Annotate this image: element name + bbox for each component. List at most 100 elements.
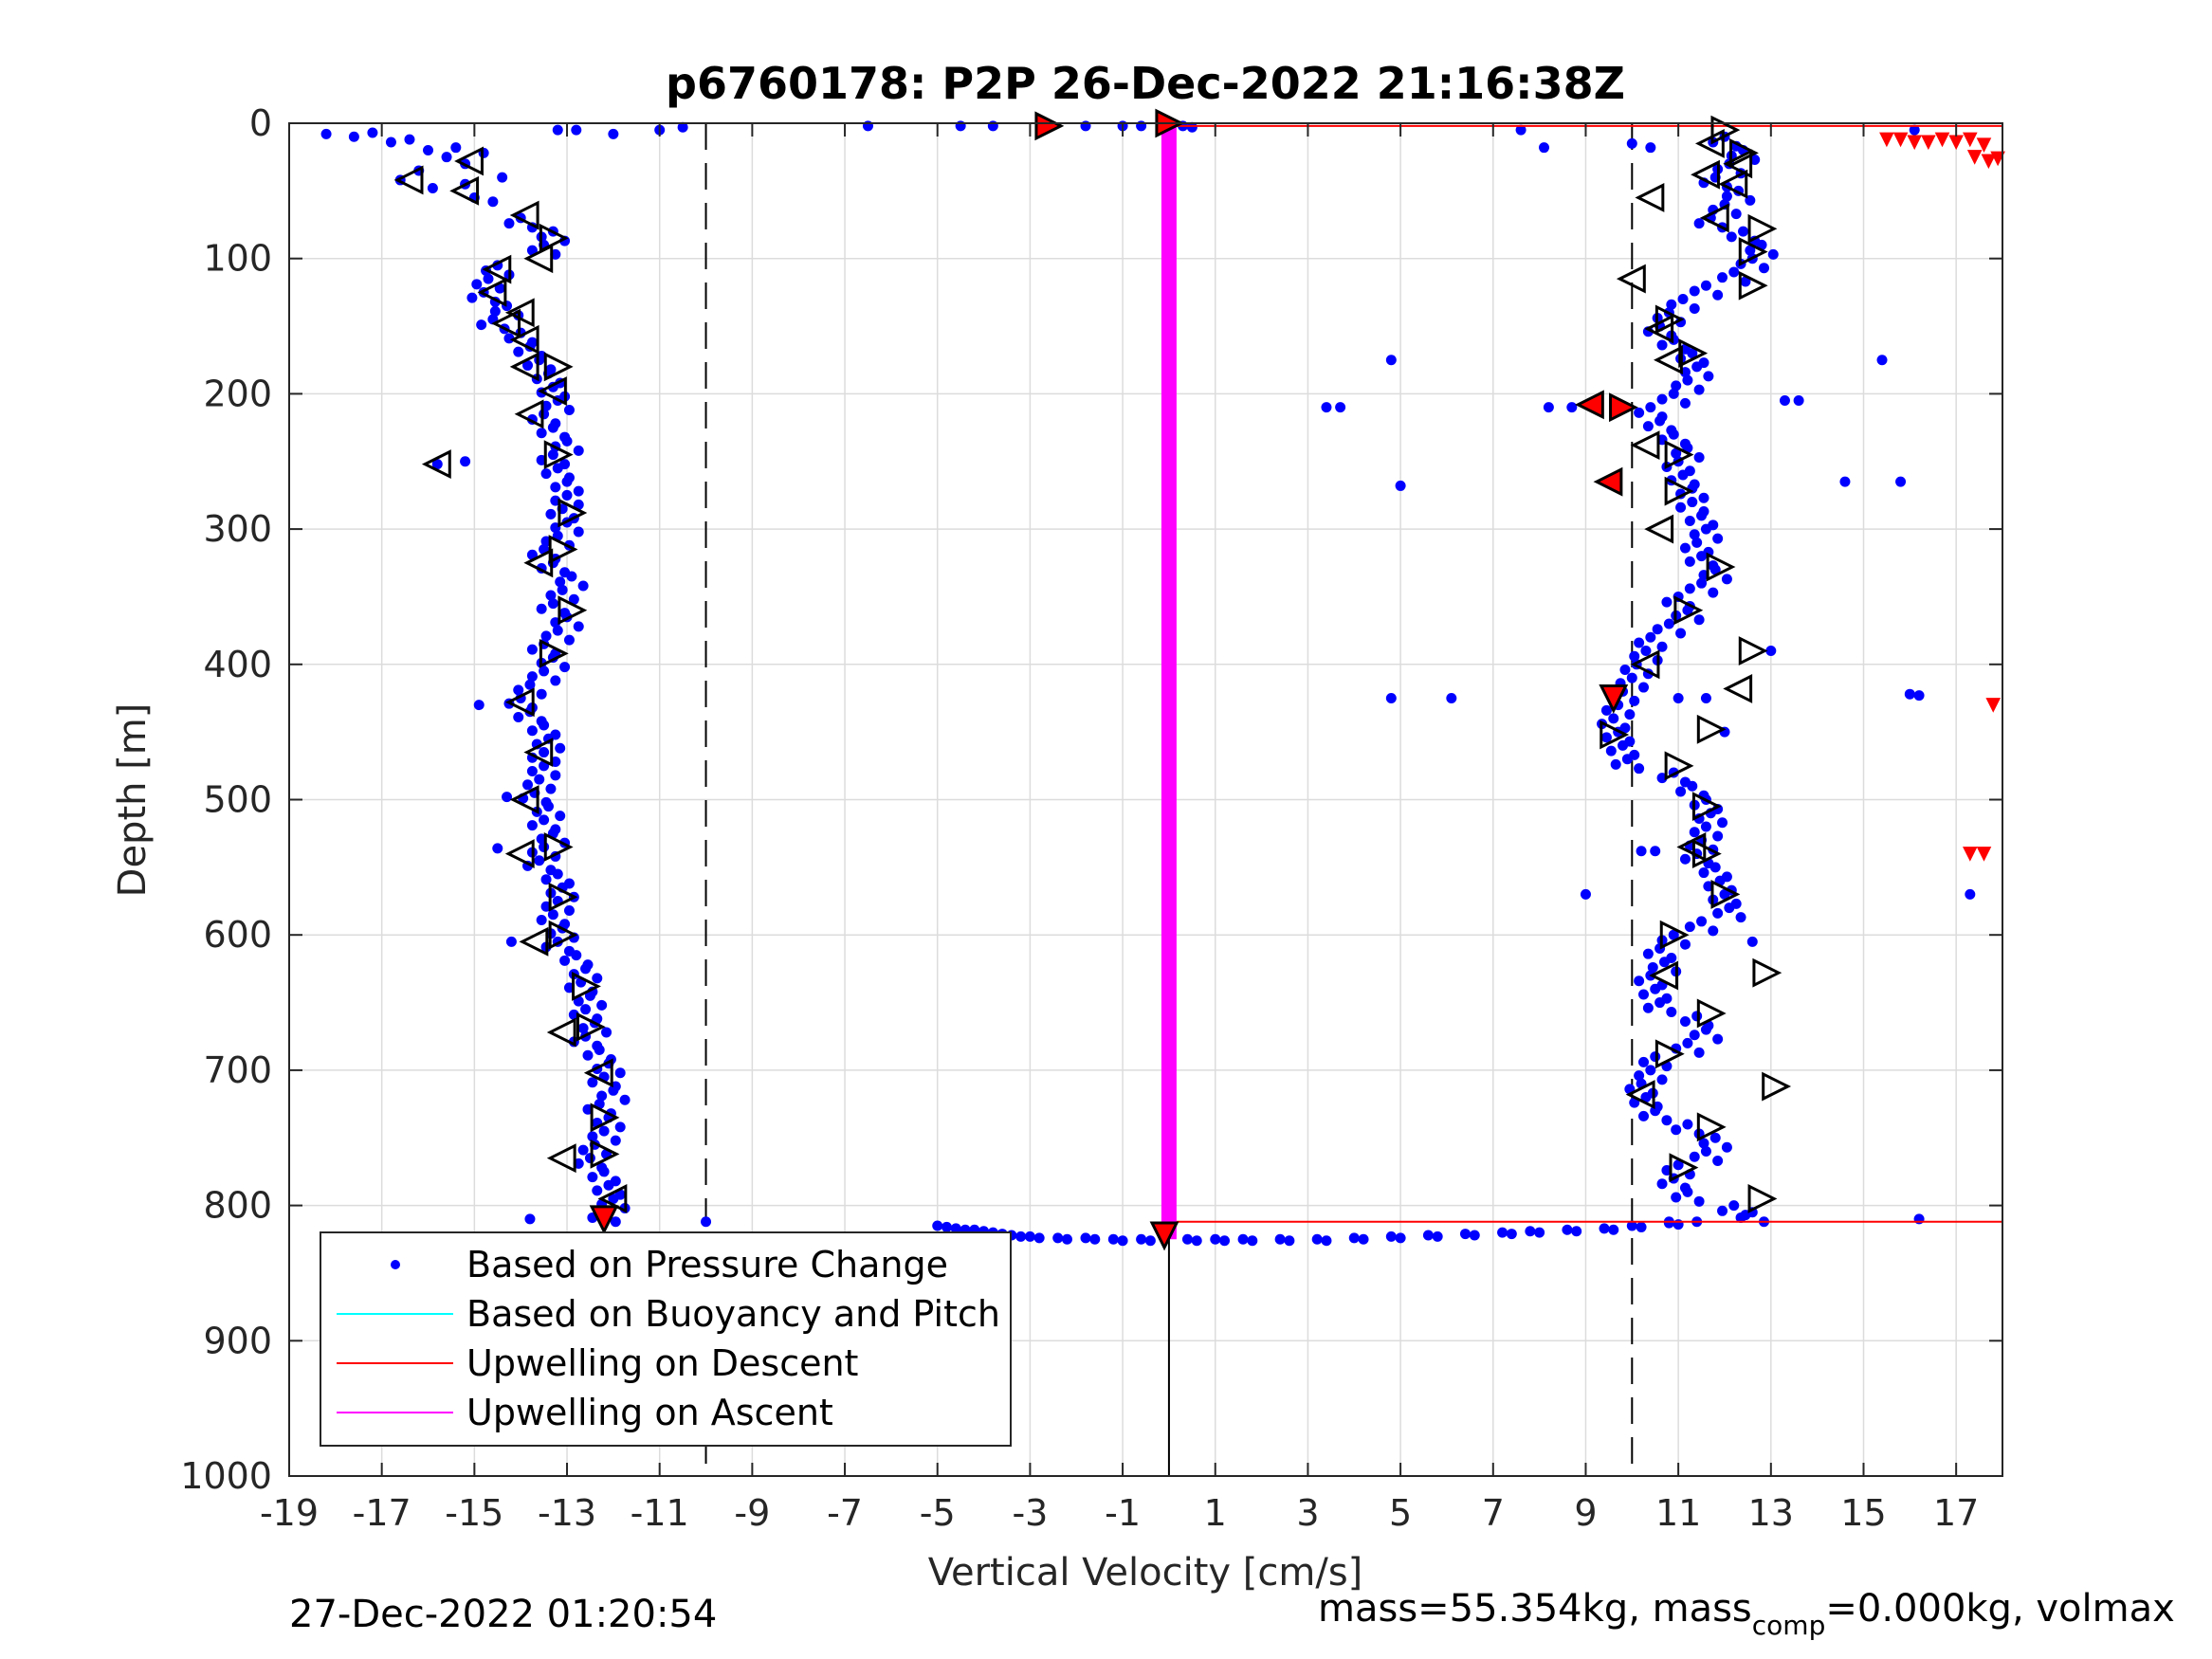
data-point xyxy=(1689,1151,1700,1162)
data-point xyxy=(1634,637,1645,648)
data-point xyxy=(539,747,550,758)
data-point xyxy=(1679,853,1691,865)
legend-label-pressure-change: Based on Pressure Change xyxy=(466,1244,948,1285)
legend-symbol-pressure-change xyxy=(391,1260,400,1269)
data-point xyxy=(522,359,534,371)
data-point xyxy=(1497,1227,1508,1238)
data-point xyxy=(494,283,505,294)
data-point xyxy=(1571,1226,1582,1237)
data-point xyxy=(1650,983,1661,994)
triangle-marker xyxy=(1729,137,1759,168)
triangle-marker xyxy=(1738,270,1768,301)
data-point xyxy=(1675,501,1687,513)
data-point xyxy=(1717,817,1728,829)
triangle-marker xyxy=(558,498,588,528)
data-point xyxy=(1696,577,1708,589)
data-point xyxy=(1107,1233,1119,1245)
data-point xyxy=(1682,374,1693,386)
x-tick-label: -7 xyxy=(827,1492,863,1534)
data-point xyxy=(580,963,592,975)
triangle-marker xyxy=(1609,392,1638,423)
data-point xyxy=(552,124,563,136)
data-point xyxy=(587,1131,598,1142)
red-down-marker xyxy=(1892,132,1909,148)
triangle-marker xyxy=(523,738,554,767)
triangle-marker xyxy=(1691,839,1722,869)
red-down-marker xyxy=(1934,132,1950,148)
triangle-marker xyxy=(558,595,588,626)
red-down-marker xyxy=(1963,132,1978,148)
data-point xyxy=(1642,948,1654,959)
triangle-marker xyxy=(539,223,569,253)
triangle-marker xyxy=(1664,751,1694,781)
data-point xyxy=(1459,1229,1471,1240)
data-point xyxy=(614,1067,626,1079)
data-point xyxy=(552,868,563,880)
triangle-marker xyxy=(572,971,601,1001)
data-point xyxy=(1052,1232,1064,1244)
data-point xyxy=(1385,692,1397,703)
data-point xyxy=(1274,1233,1286,1245)
data-point xyxy=(547,909,558,921)
data-point xyxy=(1618,739,1629,751)
data-point xyxy=(536,688,547,700)
triangle-marker xyxy=(548,882,578,912)
x-tick-label: 7 xyxy=(1482,1492,1505,1534)
triangle-marker xyxy=(546,1143,576,1174)
data-point xyxy=(1543,402,1554,413)
data-point xyxy=(1696,551,1708,562)
data-point xyxy=(1668,428,1679,440)
data-point xyxy=(539,720,550,731)
data-point xyxy=(598,1166,610,1177)
data-point xyxy=(555,811,566,822)
data-point xyxy=(1645,402,1656,413)
triangle-marker xyxy=(548,535,578,564)
data-point xyxy=(587,1077,598,1088)
x-tick-label: -11 xyxy=(631,1492,689,1534)
data-point xyxy=(1621,754,1633,765)
data-point xyxy=(1652,624,1663,635)
data-point xyxy=(545,508,557,520)
triangle-marker xyxy=(543,832,574,862)
triangle-marker xyxy=(1718,169,1748,199)
data-point xyxy=(603,1179,614,1191)
triangle-marker xyxy=(1599,684,1629,714)
red-down-marker xyxy=(1963,847,1978,862)
data-point xyxy=(385,137,396,148)
data-point xyxy=(559,955,571,966)
data-point xyxy=(1237,1233,1249,1245)
data-point xyxy=(404,134,415,145)
triangle-marker xyxy=(1600,720,1630,750)
triangle-marker xyxy=(1593,466,1623,497)
red-down-marker xyxy=(1879,132,1894,148)
data-point xyxy=(1671,1192,1682,1203)
triangle-marker xyxy=(548,920,578,950)
data-point xyxy=(1687,780,1698,792)
triangle-marker xyxy=(519,926,549,957)
triangle-marker xyxy=(393,165,424,195)
y-tick-label: 600 xyxy=(203,914,272,956)
triangle-marker xyxy=(583,1058,613,1088)
y-tick-label: 1000 xyxy=(180,1455,272,1497)
data-point xyxy=(1321,1235,1332,1247)
red-down-marker xyxy=(1921,135,1936,151)
data-point xyxy=(1534,1227,1545,1238)
data-point xyxy=(1700,280,1711,291)
data-point xyxy=(1566,402,1578,413)
red-down-marker xyxy=(1981,154,1997,170)
triangle-marker xyxy=(421,449,451,480)
legend-label-upwelling-ascent: Upwelling on Ascent xyxy=(466,1392,833,1433)
data-point xyxy=(1693,1047,1705,1058)
triangle-marker xyxy=(1616,264,1646,294)
data-point xyxy=(1712,1033,1724,1045)
data-point xyxy=(1638,989,1650,1000)
data-point xyxy=(552,463,563,474)
triangle-marker xyxy=(1664,440,1694,470)
data-point xyxy=(1684,921,1695,933)
data-point xyxy=(1638,1056,1650,1067)
y-tick-label: 700 xyxy=(203,1049,272,1091)
triangle-marker xyxy=(1691,792,1722,822)
data-point xyxy=(592,1185,603,1196)
data-point xyxy=(561,476,573,487)
x-tick-label: -3 xyxy=(1012,1492,1048,1534)
